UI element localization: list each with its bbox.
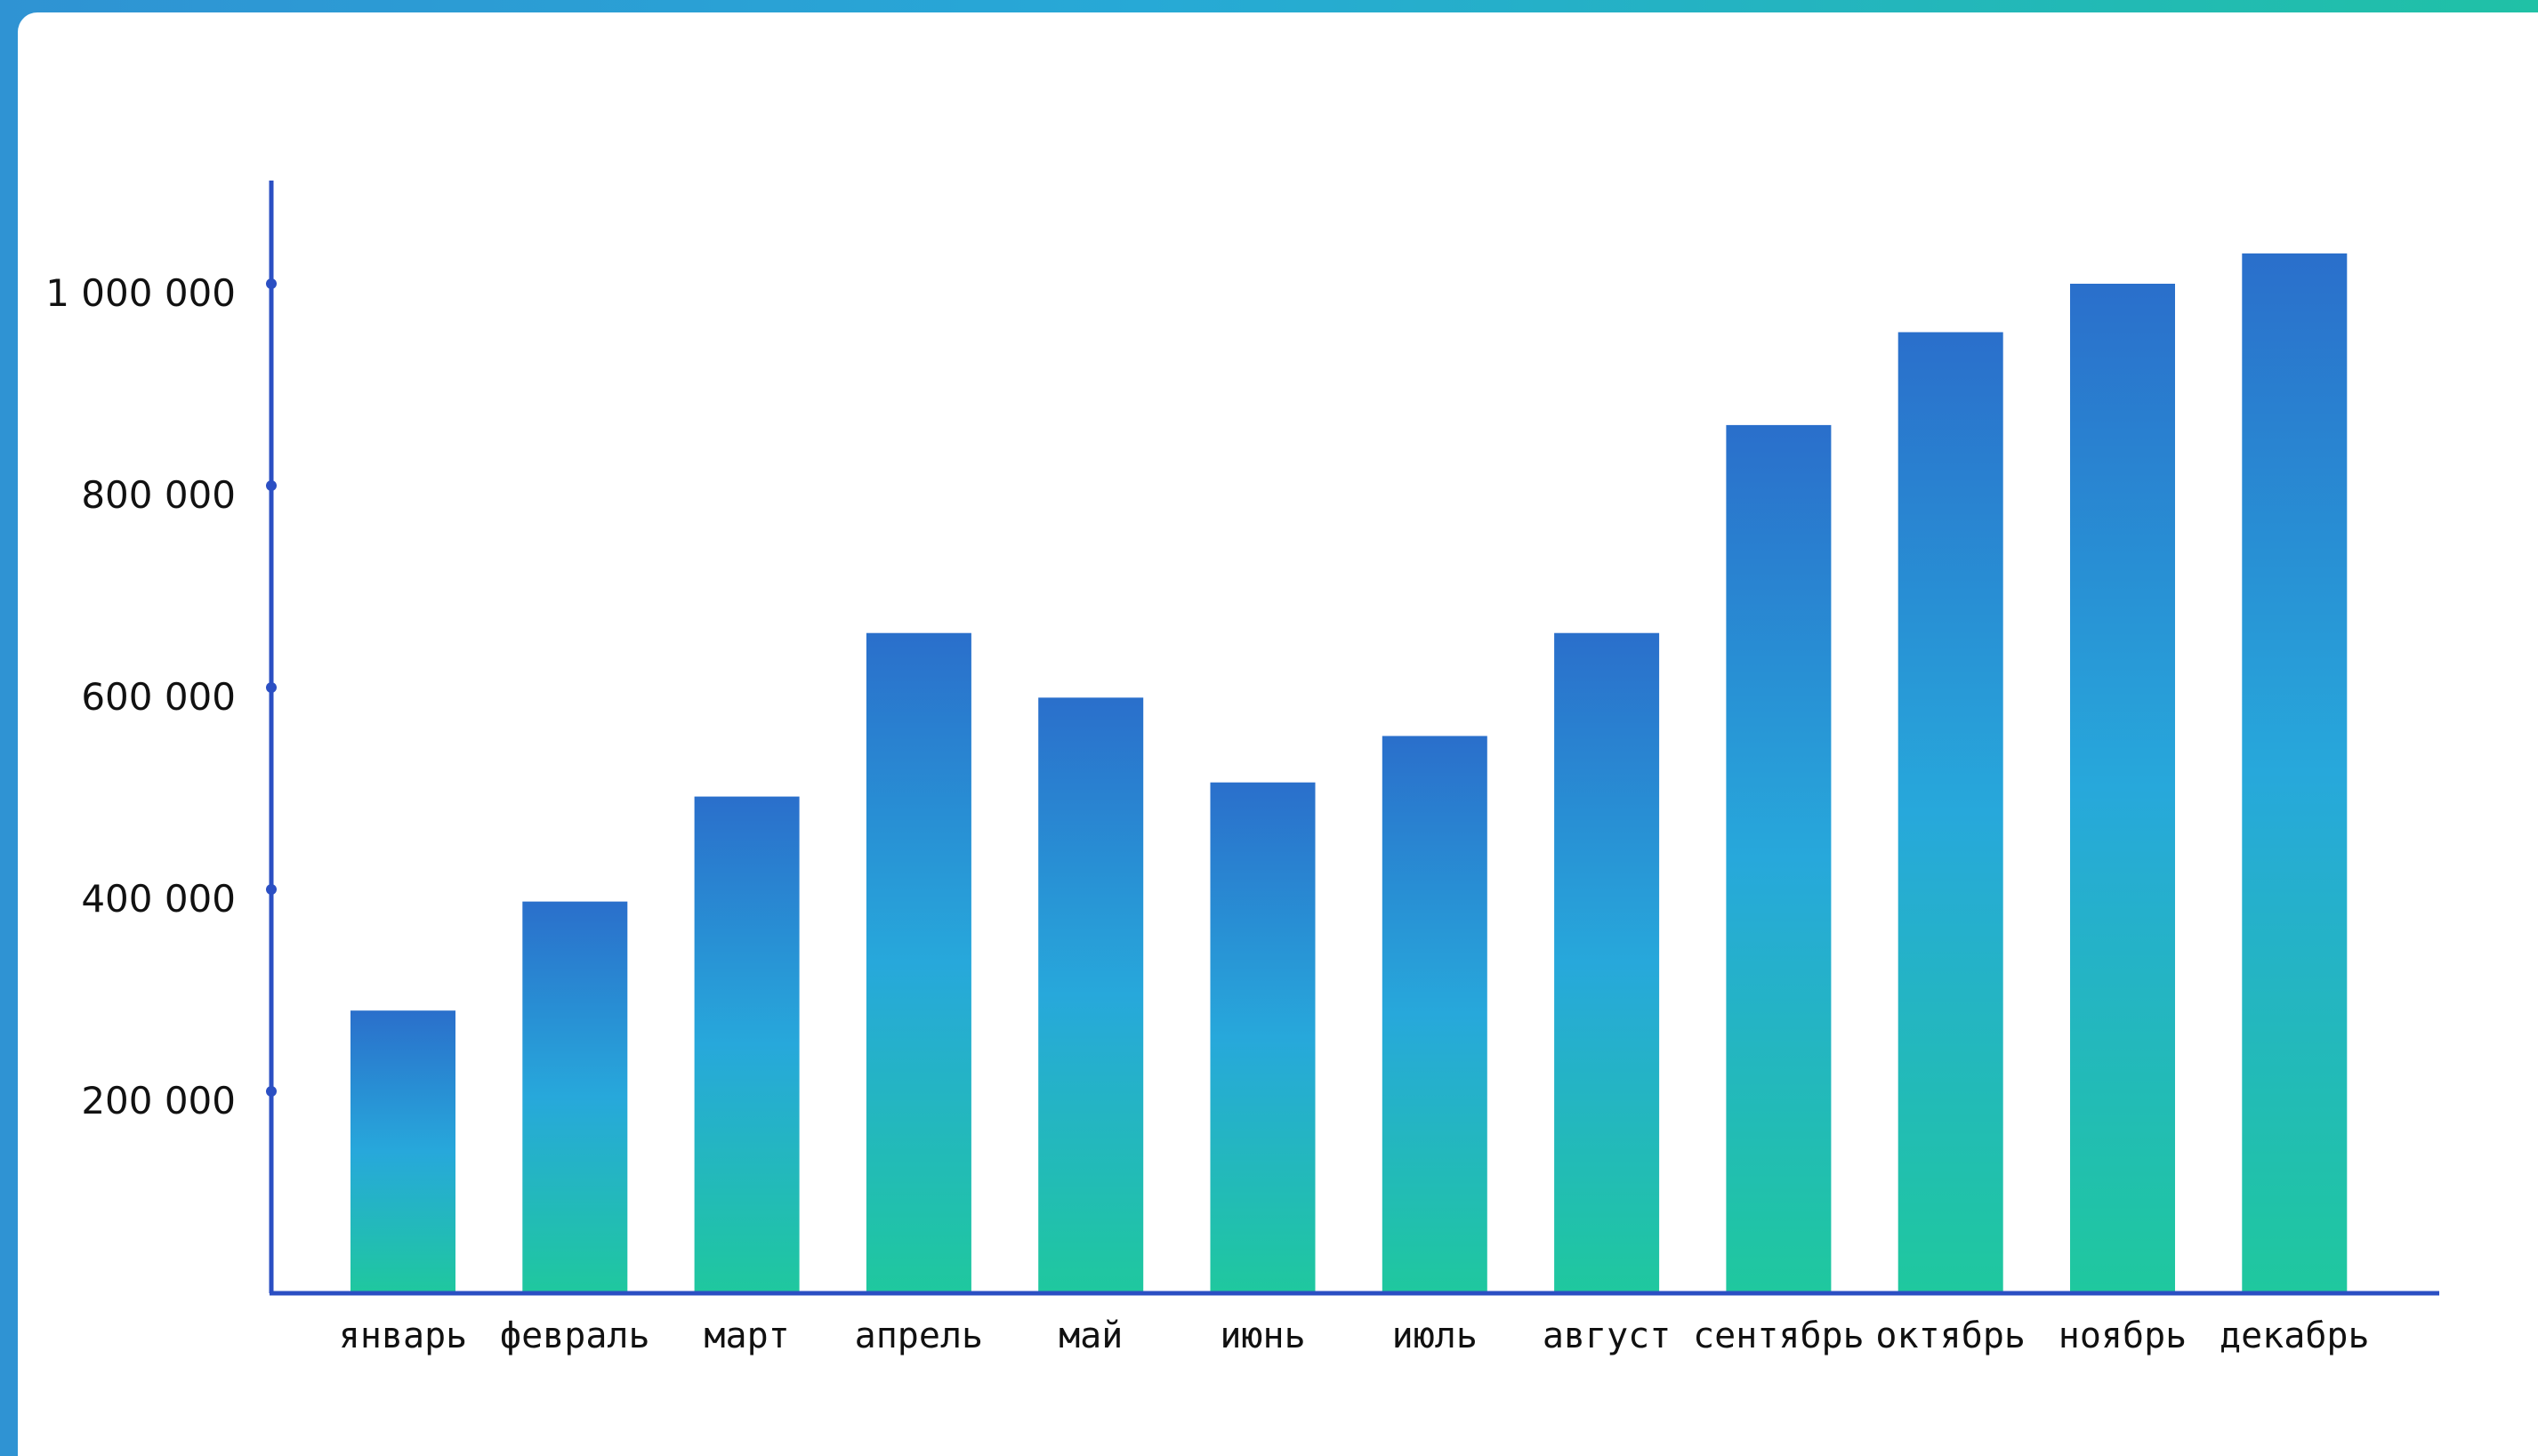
y-tick-label: 1 000 000 — [45, 271, 236, 315]
y-tick-dot — [266, 278, 277, 289]
x-tick-label: февраль — [500, 1315, 650, 1356]
y-tick-dot — [266, 682, 277, 693]
y-tick-dot — [266, 884, 277, 895]
x-tick-label: июль — [1392, 1315, 1478, 1356]
bar-3 — [694, 796, 800, 1293]
x-tick-label: декабрь — [2220, 1315, 2370, 1356]
x-axis-labels: январь февраль март апрель май июнь июль август… — [339, 1315, 2370, 1356]
bar-1 — [350, 1010, 455, 1293]
bar-2 — [522, 901, 628, 1293]
y-tick-label: 600 000 — [81, 675, 236, 719]
x-tick-label: май — [1059, 1315, 1123, 1356]
y-tick-label: 800 000 — [81, 473, 236, 517]
y-tick-dot — [266, 480, 277, 491]
y-axis-tick-dots — [266, 278, 277, 1097]
bar-8 — [1554, 632, 1660, 1293]
x-tick-label: апрель — [855, 1315, 984, 1356]
y-tick-dot — [266, 1086, 277, 1097]
x-tick-label: март — [704, 1315, 789, 1356]
bars — [350, 253, 2348, 1294]
y-axis-ticks: 200 000 400 000 600 000 800 000 1 000 000 — [45, 271, 236, 1122]
y-tick-label: 200 000 — [81, 1079, 236, 1122]
bar-5 — [1038, 697, 1144, 1293]
x-tick-label: октябрь — [1875, 1315, 2026, 1356]
x-tick-label: август — [1543, 1315, 1672, 1356]
bar-12 — [2242, 253, 2348, 1294]
x-tick-label: ноябрь — [2059, 1315, 2188, 1356]
bar-11 — [2070, 284, 2175, 1293]
bar-7 — [1382, 736, 1487, 1293]
x-tick-label: июнь — [1220, 1315, 1305, 1356]
y-tick-label: 400 000 — [81, 877, 236, 921]
x-tick-label: сентябрь — [1693, 1315, 1865, 1356]
bar-10 — [1897, 332, 2003, 1294]
bar-9 — [1726, 424, 1832, 1293]
x-tick-label: январь — [339, 1315, 468, 1356]
bar-6 — [1210, 782, 1316, 1293]
bar-4 — [866, 632, 971, 1293]
